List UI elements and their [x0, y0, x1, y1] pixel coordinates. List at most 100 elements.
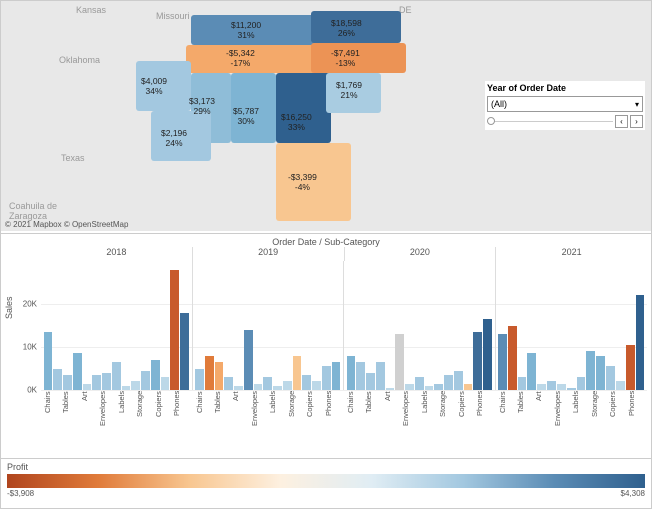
- bar[interactable]: [405, 384, 414, 390]
- state-tennessee[interactable]: [186, 45, 316, 73]
- year-slider-track[interactable]: [487, 121, 613, 122]
- bar[interactable]: [508, 326, 517, 391]
- bar[interactable]: [92, 375, 101, 390]
- bar[interactable]: [73, 353, 82, 390]
- bar[interactable]: [527, 353, 536, 390]
- bar[interactable]: [195, 369, 204, 391]
- bar[interactable]: [205, 356, 214, 390]
- bar[interactable]: [376, 362, 385, 390]
- bar[interactable]: [44, 332, 53, 390]
- x-tick-label: Envelopes: [98, 391, 116, 451]
- year-filter-select[interactable]: (All) ▾: [487, 96, 643, 112]
- bar[interactable]: [577, 377, 586, 390]
- year-group: [344, 261, 496, 390]
- bar[interactable]: [547, 381, 556, 390]
- x-label-group: ChairsTablesArtEnvelopesLabelsStorageCop…: [41, 391, 193, 451]
- bar[interactable]: [483, 319, 492, 390]
- bar[interactable]: [395, 334, 404, 390]
- x-tick-label: Storage: [438, 391, 456, 451]
- state-kentucky[interactable]: [191, 15, 321, 45]
- x-tick-label: Tables: [364, 391, 382, 451]
- bar[interactable]: [322, 366, 331, 390]
- bar[interactable]: [63, 375, 72, 390]
- x-tick-label: Chairs: [195, 391, 213, 451]
- bar[interactable]: [112, 362, 121, 390]
- x-tick-label: Chairs: [498, 391, 516, 451]
- state-florida[interactable]: [276, 143, 351, 221]
- bar[interactable]: [273, 386, 282, 390]
- bar[interactable]: [425, 386, 434, 390]
- bar[interactable]: [415, 377, 424, 390]
- slider-prev-button[interactable]: ‹: [615, 115, 628, 128]
- bar[interactable]: [473, 332, 482, 390]
- y-tick: 20K: [23, 300, 37, 309]
- bar[interactable]: [636, 295, 645, 390]
- bar[interactable]: [151, 360, 160, 390]
- bar[interactable]: [498, 334, 507, 390]
- bar[interactable]: [215, 362, 224, 390]
- x-tick-label: Tables: [61, 391, 79, 451]
- bar[interactable]: [626, 345, 635, 390]
- bar[interactable]: [347, 356, 356, 390]
- bar[interactable]: [518, 377, 527, 390]
- bar[interactable]: [131, 381, 140, 390]
- bar[interactable]: [122, 386, 131, 390]
- slider-next-button[interactable]: ›: [630, 115, 643, 128]
- bar[interactable]: [444, 375, 453, 390]
- bar[interactable]: [434, 384, 443, 390]
- bar[interactable]: [596, 356, 605, 390]
- bar[interactable]: [180, 313, 189, 390]
- x-tick-label: Storage: [135, 391, 153, 451]
- bar[interactable]: [312, 381, 321, 390]
- bar[interactable]: [283, 381, 292, 390]
- bar[interactable]: [263, 377, 272, 390]
- x-tick-label: Labels: [420, 391, 438, 451]
- x-tick-label: Phones: [172, 391, 190, 451]
- state-north-carolina[interactable]: [311, 43, 406, 73]
- bar[interactable]: [606, 366, 615, 390]
- year-header: 2018: [41, 247, 193, 261]
- bar[interactable]: [83, 384, 92, 390]
- state-louisiana[interactable]: [151, 111, 211, 161]
- bar[interactable]: [102, 373, 111, 390]
- bar[interactable]: [170, 270, 179, 390]
- bar[interactable]: [53, 369, 62, 391]
- bar[interactable]: [557, 384, 566, 390]
- legend-max-label: $4,308: [621, 489, 645, 498]
- x-tick-label: Envelopes: [401, 391, 419, 451]
- map-section[interactable]: KansasMissouriOklahomaTexasCoahuila deZa…: [1, 1, 651, 231]
- bar[interactable]: [537, 384, 546, 390]
- bar[interactable]: [464, 384, 473, 390]
- bar[interactable]: [141, 371, 150, 390]
- bar[interactable]: [302, 375, 311, 390]
- x-tick-label: Labels: [268, 391, 286, 451]
- bar[interactable]: [332, 362, 341, 390]
- state-alabama[interactable]: [231, 73, 276, 143]
- bar[interactable]: [254, 384, 263, 390]
- bar[interactable]: [224, 377, 233, 390]
- state-south-carolina[interactable]: [326, 73, 381, 113]
- bar[interactable]: [244, 330, 253, 390]
- dashboard-root: KansasMissouriOklahomaTexasCoahuila deZa…: [0, 0, 652, 509]
- x-tick-label: Copiers: [305, 391, 323, 451]
- bars-row: [344, 261, 495, 390]
- state-arkansas[interactable]: [136, 61, 191, 111]
- bar[interactable]: [567, 388, 576, 390]
- bar[interactable]: [366, 373, 375, 390]
- bar[interactable]: [161, 377, 170, 390]
- x-tick-label: Chairs: [346, 391, 364, 451]
- bar[interactable]: [454, 371, 463, 390]
- bar[interactable]: [356, 362, 365, 390]
- legend-title: Profit: [7, 462, 645, 472]
- state-georgia[interactable]: [276, 73, 331, 143]
- x-tick-label: Tables: [213, 391, 231, 451]
- bar[interactable]: [586, 351, 595, 390]
- bar[interactable]: [616, 381, 625, 390]
- bar[interactable]: [293, 356, 302, 390]
- state-virginia[interactable]: [311, 11, 401, 43]
- bar[interactable]: [234, 386, 243, 390]
- x-tick-label: Tables: [516, 391, 534, 451]
- bar[interactable]: [386, 388, 395, 390]
- year-slider-handle[interactable]: [487, 117, 495, 125]
- bars-row: [41, 261, 192, 390]
